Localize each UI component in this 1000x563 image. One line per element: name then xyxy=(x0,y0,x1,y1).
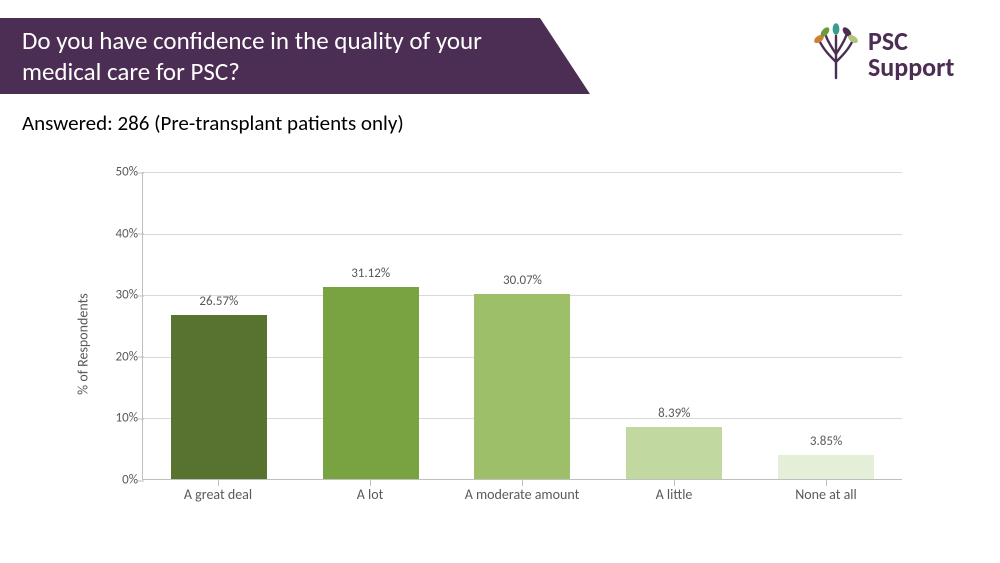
bar xyxy=(474,294,570,479)
bar-slot: 30.07% xyxy=(447,172,599,479)
bar-value-label: 8.39% xyxy=(658,406,690,421)
bar-slot: 31.12% xyxy=(295,172,447,479)
x-axis-label: A great deal xyxy=(142,486,294,504)
y-tick-label: 20% xyxy=(98,349,138,364)
x-axis-labels: A great dealA lotA moderate amountA litt… xyxy=(142,486,902,504)
x-axis-label: A little xyxy=(598,486,750,504)
y-tick-label: 0% xyxy=(98,473,138,488)
y-tick-label: 10% xyxy=(98,411,138,426)
confidence-bar-chart: % of Respondents 26.57%31.12%30.07%8.39%… xyxy=(90,160,920,540)
title-banner: Do you have confidence in the quality of… xyxy=(0,18,590,94)
bar-slot: 3.85% xyxy=(750,172,902,479)
bar xyxy=(778,455,874,479)
bar-slot: 26.57% xyxy=(143,172,295,479)
answered-subtitle: Answered: 286 (Pre-transplant patients o… xyxy=(22,110,404,136)
bar-value-label: 26.57% xyxy=(199,294,238,309)
bar xyxy=(626,427,722,479)
y-axis-label: % of Respondents xyxy=(74,293,91,395)
x-axis-label: A moderate amount xyxy=(446,486,598,504)
bar-value-label: 30.07% xyxy=(503,273,542,288)
bar xyxy=(323,287,419,479)
plot-area: 26.57% 31.12% 30.07% 8.39% 3.85% xyxy=(142,172,902,480)
logo-svg: PSC Support xyxy=(806,16,976,88)
bars-container: 26.57% 31.12% 30.07% 8.39% 3.85% xyxy=(143,172,902,479)
bar-value-label: 3.85% xyxy=(810,434,842,449)
psc-support-logo: PSC Support xyxy=(806,16,976,88)
y-tick-label: 30% xyxy=(98,288,138,303)
y-axis-ticks: 0%10%20%30%40%50% xyxy=(98,172,138,480)
y-tick-label: 50% xyxy=(98,165,138,180)
y-tick-label: 40% xyxy=(98,226,138,241)
bar-slot: 8.39% xyxy=(598,172,750,479)
bar-value-label: 31.12% xyxy=(351,266,390,281)
x-axis-label: None at all xyxy=(750,486,902,504)
page-title: Do you have confidence in the quality of… xyxy=(22,25,530,88)
x-axis-label: A lot xyxy=(294,486,446,504)
bar xyxy=(171,315,267,479)
logo-text-line2: Support xyxy=(868,51,954,83)
